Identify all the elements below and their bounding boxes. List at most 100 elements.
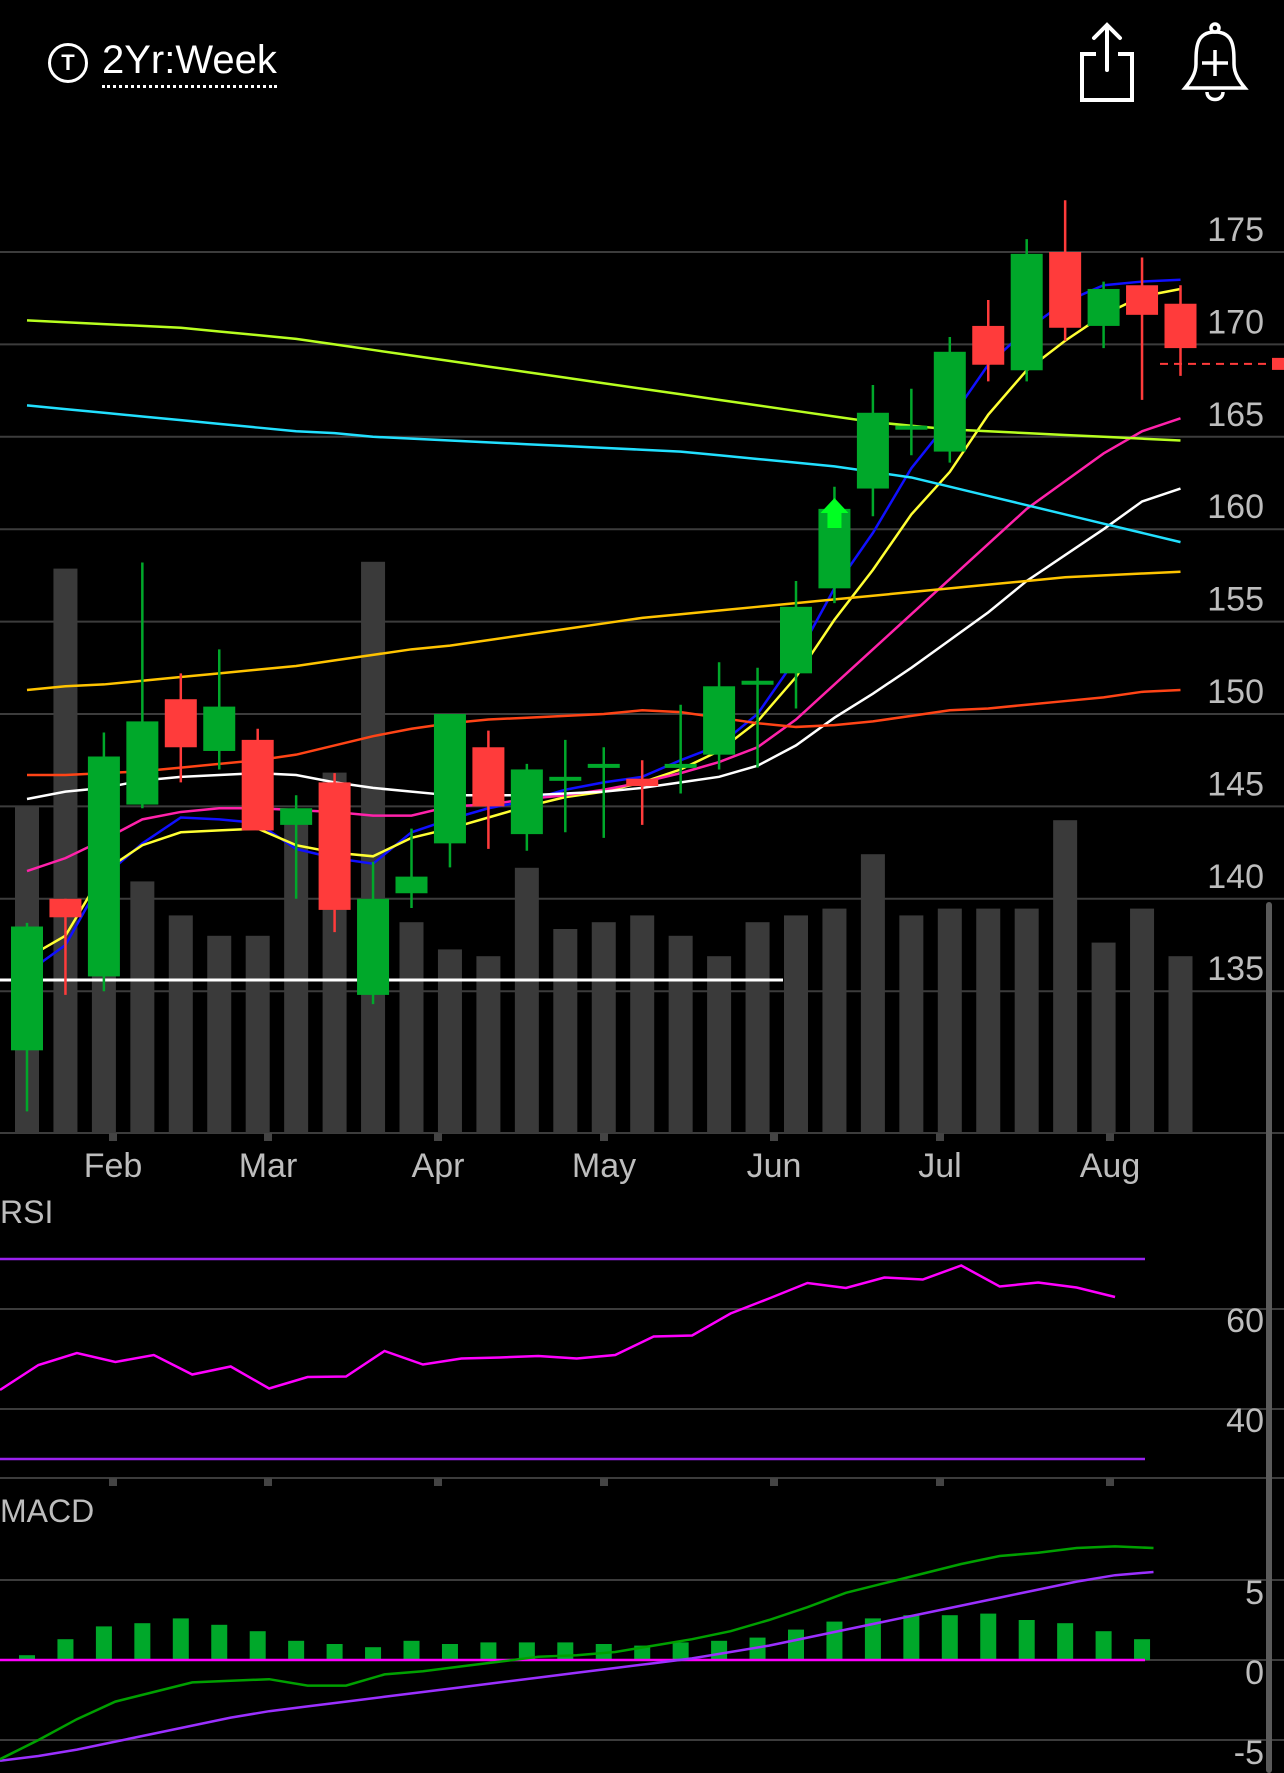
rsi-month-tick [936,1478,944,1486]
candle-body[interactable] [856,412,889,489]
macd-tick-label: 0 [1245,1654,1264,1692]
rsi-month-tick [264,1478,272,1486]
candle-body[interactable] [1049,252,1082,328]
macd-histogram-bar [941,1615,958,1660]
volume-bar [1168,956,1193,1133]
volume-bar [784,915,808,1133]
month-label: Aug [1080,1147,1141,1185]
volume-bars [0,561,1193,1133]
candle-body[interactable] [49,898,82,918]
candle-body[interactable] [433,714,466,844]
macd-histogram-bar [172,1618,189,1660]
macd-histogram-bar [249,1631,266,1660]
price-tick-label: 165 [1207,396,1264,434]
candle-body[interactable] [626,778,659,787]
candle-body[interactable] [87,756,120,977]
macd-histogram-bar [1134,1639,1151,1660]
candle-body[interactable] [549,776,582,781]
candle-body[interactable] [241,739,274,831]
month-tick [1106,1133,1114,1141]
month-label: Jun [747,1147,802,1185]
candle-body[interactable] [395,876,428,894]
period-label[interactable]: 2Yr:Week [102,38,277,88]
price-tick-label: 135 [1207,950,1264,988]
candle-body[interactable] [510,769,543,835]
rsi-month-tick [770,1478,778,1486]
macd-histogram-bar [288,1640,305,1660]
volume-bar [514,867,539,1133]
rsi-month-tick [1106,1478,1114,1486]
candle-body[interactable] [1010,253,1043,371]
volume-bar [860,854,885,1133]
macd-histogram-bar [864,1618,881,1660]
candle-body[interactable] [164,699,197,748]
candle-body[interactable] [11,926,43,1051]
candle-body[interactable] [587,763,620,768]
macd-histogram-bar [980,1613,997,1660]
top-bar: T 2Yr:Week [0,0,1284,120]
rsi-tick-label: 40 [1226,1402,1264,1440]
volume-bar [630,915,655,1133]
candle-body[interactable] [126,721,159,805]
macd-line [0,1545,1154,1761]
month-label: Feb [84,1147,143,1185]
candle-body[interactable] [664,763,697,768]
volume-bar [168,915,193,1133]
volume-bar [1014,908,1039,1133]
macd-histogram-bar [518,1642,535,1660]
moving-averages [26,278,1181,974]
volume-bar [553,929,578,1133]
month-tick [264,1133,272,1141]
candle-body[interactable] [472,747,505,807]
add-alert-bell-icon[interactable] [1180,20,1250,104]
price-tick-label: 155 [1207,581,1264,619]
volume-bar [822,908,847,1133]
candle-body[interactable] [1164,303,1197,349]
price-axis: 175 170 165 160 155 150 145 140 135 [1207,211,1264,988]
candle-body[interactable] [1126,285,1159,315]
scrollbar[interactable] [1266,902,1272,1773]
volume-bar [207,935,232,1133]
rsi-month-tick [600,1478,608,1486]
moving-average-line [26,404,1181,544]
volume-bar [937,908,962,1133]
volume-bar [707,956,732,1133]
candle-body[interactable] [933,351,966,452]
macd-tick-label: -5 [1234,1734,1264,1772]
candlesticks[interactable] [11,200,1284,1112]
macd-panel: MACD 5 0 -5 [0,1493,1284,1772]
candle-body[interactable] [203,706,236,751]
candle-body[interactable] [895,425,928,430]
macd-histogram-bar [19,1655,35,1660]
rsi-month-tick [434,1478,442,1486]
candle-body[interactable] [972,325,1005,365]
macd-tick-label: 5 [1245,1574,1264,1612]
period-selector[interactable]: T 2Yr:Week [48,38,277,88]
candle-body[interactable] [1087,288,1120,326]
candle-body[interactable] [318,782,351,910]
volume-bar [1091,942,1116,1133]
price-tick-label: 145 [1207,765,1264,803]
month-label: Mar [239,1147,298,1185]
candle-body[interactable] [741,680,774,685]
candle-body[interactable] [780,606,812,674]
candle-body[interactable] [357,898,390,995]
candle-body[interactable] [280,808,313,825]
candle-body[interactable] [703,686,736,755]
macd-signal-line [0,1570,1154,1763]
rsi-line [0,1264,1116,1392]
price-tick-label: 170 [1207,303,1264,341]
share-icon[interactable] [1072,20,1142,104]
macd-histogram-bar [903,1615,920,1660]
volume-bar [437,949,462,1133]
ticker-t-icon: T [48,43,88,83]
macd-histogram-bar [557,1642,574,1660]
month-label: Apr [412,1147,465,1185]
macd-histogram-bar [57,1639,74,1660]
volume-bar [745,922,770,1133]
volume-bar [399,922,424,1133]
rsi-panel: RSI 60 40 [0,1194,1284,1486]
macd-histogram-bar [1095,1631,1112,1660]
macd-histogram-bar [1057,1623,1074,1660]
